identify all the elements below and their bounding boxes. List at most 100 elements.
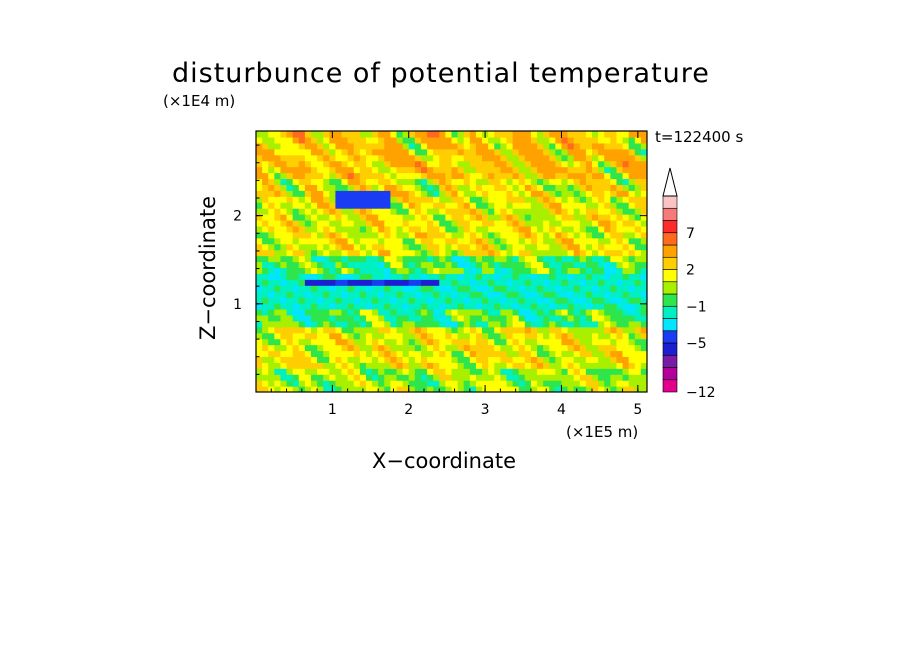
field-cell (329, 202, 337, 209)
field-cell (518, 184, 526, 191)
field-cell (372, 273, 379, 280)
field-cell (262, 285, 269, 292)
field-cell (323, 184, 330, 191)
field-cell (384, 208, 392, 215)
field-cell (341, 297, 349, 304)
field-cell (268, 237, 275, 245)
field-cell (634, 172, 642, 180)
field-cell (524, 326, 532, 334)
field-cell (610, 208, 618, 215)
field-cell (475, 184, 483, 191)
field-cell (445, 303, 453, 310)
field-cell (579, 380, 587, 387)
field-cell (433, 214, 440, 221)
field-cell (304, 326, 312, 334)
field-cell (286, 303, 294, 310)
field-cell (451, 279, 459, 286)
field-cell (359, 142, 367, 150)
field-cell (543, 231, 550, 239)
colorbar-swatch (662, 342, 678, 356)
field-cell (378, 208, 385, 215)
field-cell (457, 380, 465, 387)
field-cell (549, 196, 556, 203)
field-cell (408, 190, 416, 197)
field-cell (323, 320, 330, 328)
field-cell (457, 261, 465, 269)
field-cell (530, 237, 538, 245)
field-cell (317, 249, 324, 257)
field-cell (610, 338, 618, 346)
field-cell (323, 166, 330, 174)
field-cell (592, 154, 599, 162)
field-cell (610, 261, 618, 269)
field-cell (256, 166, 263, 174)
field-cell (329, 291, 337, 298)
field-cell (445, 160, 453, 168)
field-cell (451, 219, 459, 227)
field-cell (433, 332, 440, 340)
field-cell (396, 184, 404, 191)
field-cell (579, 267, 587, 274)
field-cell (268, 148, 275, 156)
field-cell (482, 380, 489, 387)
field-cell (610, 344, 618, 352)
field-cell (365, 214, 373, 221)
field-cell (549, 332, 556, 340)
field-cell (396, 326, 404, 334)
field-cell (347, 386, 355, 392)
field-cell (598, 184, 605, 191)
field-cell (524, 225, 532, 233)
field-cell (427, 184, 434, 191)
field-cell (414, 219, 422, 227)
field-cell (543, 225, 550, 233)
field-cell (280, 273, 288, 280)
field-cell (420, 356, 428, 363)
field-cell (256, 178, 263, 185)
field-cell (317, 362, 324, 369)
field-cell (310, 148, 318, 156)
field-cell (561, 332, 569, 340)
field-cell (390, 303, 398, 310)
field-cell (500, 148, 508, 156)
field-cell (475, 308, 483, 316)
field-cell (604, 249, 611, 257)
field-cell (457, 148, 465, 156)
field-cell (592, 160, 599, 168)
field-cell (298, 196, 306, 203)
field-cell (408, 148, 416, 156)
field-cell (506, 154, 514, 162)
field-cell (384, 380, 392, 387)
field-cell (298, 166, 306, 174)
field-cell (317, 332, 324, 340)
field-cell (616, 273, 624, 280)
field-cell (256, 148, 263, 156)
field-cell (439, 202, 446, 209)
field-cell (598, 291, 605, 298)
field-cell (500, 190, 508, 197)
field-cell (274, 314, 282, 322)
field-cell (256, 196, 263, 203)
field-cell (402, 267, 410, 274)
field-cell (512, 273, 520, 280)
field-cell (494, 344, 501, 352)
field-cell (579, 314, 587, 322)
field-cell (561, 166, 569, 174)
field-cell (439, 255, 446, 263)
field-cell (640, 279, 647, 286)
field-cell (408, 273, 416, 280)
field-cell (445, 255, 453, 263)
field-cell (628, 184, 636, 191)
field-cell (451, 380, 459, 387)
field-cell (378, 279, 385, 286)
field-cell (640, 285, 647, 292)
field-cell (592, 142, 599, 150)
field-cell (414, 356, 422, 363)
field-cell (488, 249, 495, 257)
field-cell (335, 142, 343, 150)
field-cell (445, 225, 453, 233)
field-cell (537, 273, 544, 280)
field-cell (598, 314, 605, 322)
field-cell (604, 308, 611, 316)
field-cell (451, 249, 459, 257)
field-cell (433, 249, 440, 257)
